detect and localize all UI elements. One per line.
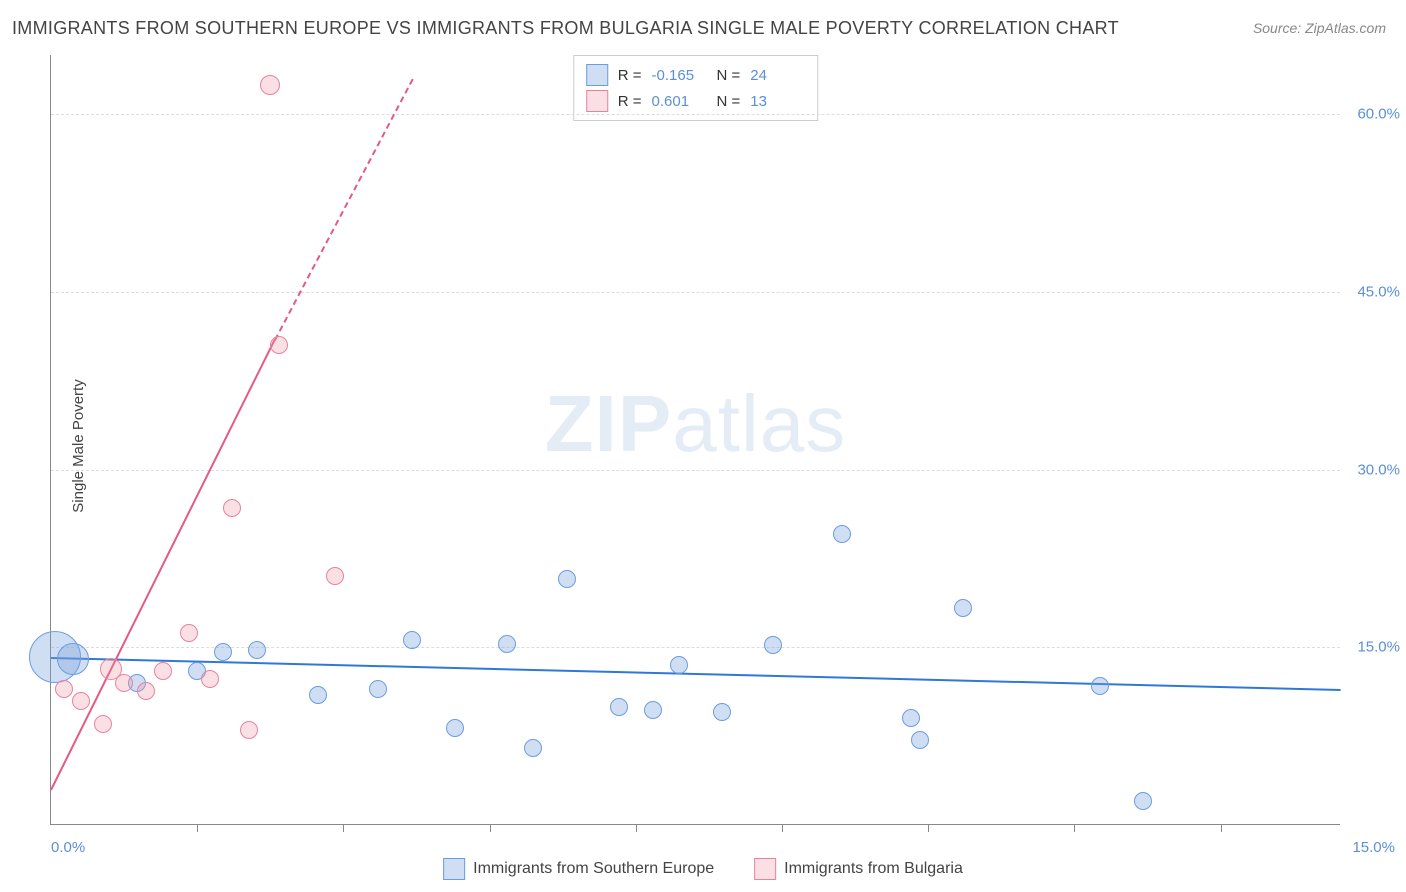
- gridline: [51, 292, 1340, 293]
- stats-swatch-series1: [586, 64, 608, 86]
- stats-r-value-2: 0.601: [652, 93, 707, 110]
- data-point: [498, 635, 516, 653]
- data-point: [55, 680, 73, 698]
- stats-r-label: R =: [618, 67, 642, 84]
- source-attribution: Source: ZipAtlas.com: [1253, 20, 1386, 36]
- plot-area: ZIPatlas R = -0.165 N = 24 R = 0.601 N =…: [50, 55, 1340, 825]
- x-tick: [490, 824, 491, 832]
- stats-swatch-series2: [586, 90, 608, 112]
- stats-n-value-1: 24: [750, 67, 805, 84]
- data-point: [1134, 792, 1152, 810]
- data-point: [610, 698, 628, 716]
- stats-legend-box: R = -0.165 N = 24 R = 0.601 N = 13: [573, 55, 819, 121]
- legend-swatch-2: [754, 858, 776, 880]
- data-point: [223, 499, 241, 517]
- chart-title: IMMIGRANTS FROM SOUTHERN EUROPE VS IMMIG…: [12, 18, 1119, 39]
- data-point: [911, 731, 929, 749]
- data-point: [670, 656, 688, 674]
- y-tick-label: 30.0%: [1357, 461, 1400, 478]
- data-point: [154, 662, 172, 680]
- data-point: [524, 739, 542, 757]
- legend-label-1: Immigrants from Southern Europe: [473, 860, 714, 878]
- data-point: [180, 624, 198, 642]
- x-tick: [928, 824, 929, 832]
- x-axis-max-label: 15.0%: [1352, 839, 1395, 856]
- data-point: [270, 336, 288, 354]
- x-tick: [197, 824, 198, 832]
- gridline: [51, 114, 1340, 115]
- stats-row-series1: R = -0.165 N = 24: [586, 62, 806, 88]
- data-point: [57, 643, 89, 675]
- data-point: [115, 674, 133, 692]
- watermark-zip: ZIP: [545, 379, 672, 468]
- legend-item-1: Immigrants from Southern Europe: [443, 858, 714, 880]
- data-point: [644, 701, 662, 719]
- stats-r-label-2: R =: [618, 93, 642, 110]
- data-point: [214, 643, 232, 661]
- legend-swatch-1: [443, 858, 465, 880]
- stats-row-series2: R = 0.601 N = 13: [586, 88, 806, 114]
- chart-container: IMMIGRANTS FROM SOUTHERN EUROPE VS IMMIG…: [0, 0, 1406, 892]
- y-tick-label: 45.0%: [1357, 283, 1400, 300]
- data-point: [326, 567, 344, 585]
- watermark: ZIPatlas: [545, 378, 846, 470]
- data-point: [240, 721, 258, 739]
- gridline: [51, 647, 1340, 648]
- stats-n-label: N =: [717, 67, 741, 84]
- data-point: [137, 682, 155, 700]
- data-point: [369, 680, 387, 698]
- watermark-atlas: atlas: [672, 379, 846, 468]
- data-point: [72, 692, 90, 710]
- data-point: [558, 570, 576, 588]
- bottom-legend: Immigrants from Southern Europe Immigran…: [443, 858, 963, 880]
- x-tick: [343, 824, 344, 832]
- stats-r-value-1: -0.165: [652, 67, 707, 84]
- legend-label-2: Immigrants from Bulgaria: [784, 860, 963, 878]
- y-tick-label: 60.0%: [1357, 106, 1400, 123]
- data-point: [902, 709, 920, 727]
- legend-item-2: Immigrants from Bulgaria: [754, 858, 963, 880]
- data-point: [248, 641, 266, 659]
- x-axis-min-label: 0.0%: [51, 839, 85, 856]
- x-tick: [1074, 824, 1075, 832]
- trend-line: [51, 657, 1341, 691]
- data-point: [94, 715, 112, 733]
- stats-n-label-2: N =: [717, 93, 741, 110]
- data-point: [954, 599, 972, 617]
- stats-n-value-2: 13: [750, 93, 805, 110]
- x-tick: [636, 824, 637, 832]
- x-tick: [782, 824, 783, 832]
- data-point: [833, 525, 851, 543]
- data-point: [201, 670, 219, 688]
- trend-line: [274, 79, 413, 341]
- data-point: [713, 703, 731, 721]
- data-point: [1091, 677, 1109, 695]
- data-point: [764, 636, 782, 654]
- data-point: [260, 75, 280, 95]
- y-tick-label: 15.0%: [1357, 639, 1400, 656]
- data-point: [446, 719, 464, 737]
- gridline: [51, 470, 1340, 471]
- data-point: [403, 631, 421, 649]
- x-tick: [1221, 824, 1222, 832]
- data-point: [309, 686, 327, 704]
